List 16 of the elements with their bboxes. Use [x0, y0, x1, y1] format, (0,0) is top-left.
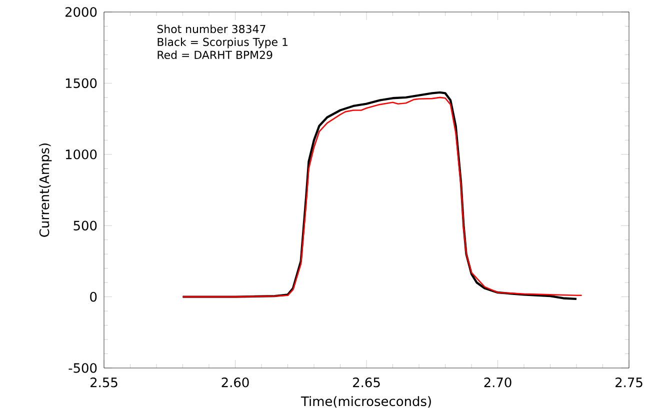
x-tick-label: 2.65 — [353, 378, 380, 388]
y-tick-label: 1000 — [66, 150, 97, 160]
x-tick-label: 2.60 — [222, 378, 249, 388]
x-tick-label: 2.70 — [484, 378, 512, 388]
annotation: Black = Scorpius Type 1 — [158, 38, 288, 48]
annotation: Red = DARHT BPM29 — [158, 50, 272, 60]
y-tick-label: 1500 — [66, 78, 97, 88]
annotation: Shot number 38347 — [157, 24, 266, 34]
y-tick-label: 0 — [90, 292, 97, 302]
y-axis-title: Current(Amps) — [39, 144, 52, 237]
y-tick-label: 500 — [74, 220, 97, 230]
y-tick-label: 2000 — [65, 7, 97, 17]
x-tick-label: 2.75 — [616, 378, 642, 388]
y-tick-label: -500 — [68, 363, 97, 373]
x-axis-title: Time(microseconds) — [300, 396, 431, 408]
x-tick-label: 2.55 — [90, 378, 118, 388]
